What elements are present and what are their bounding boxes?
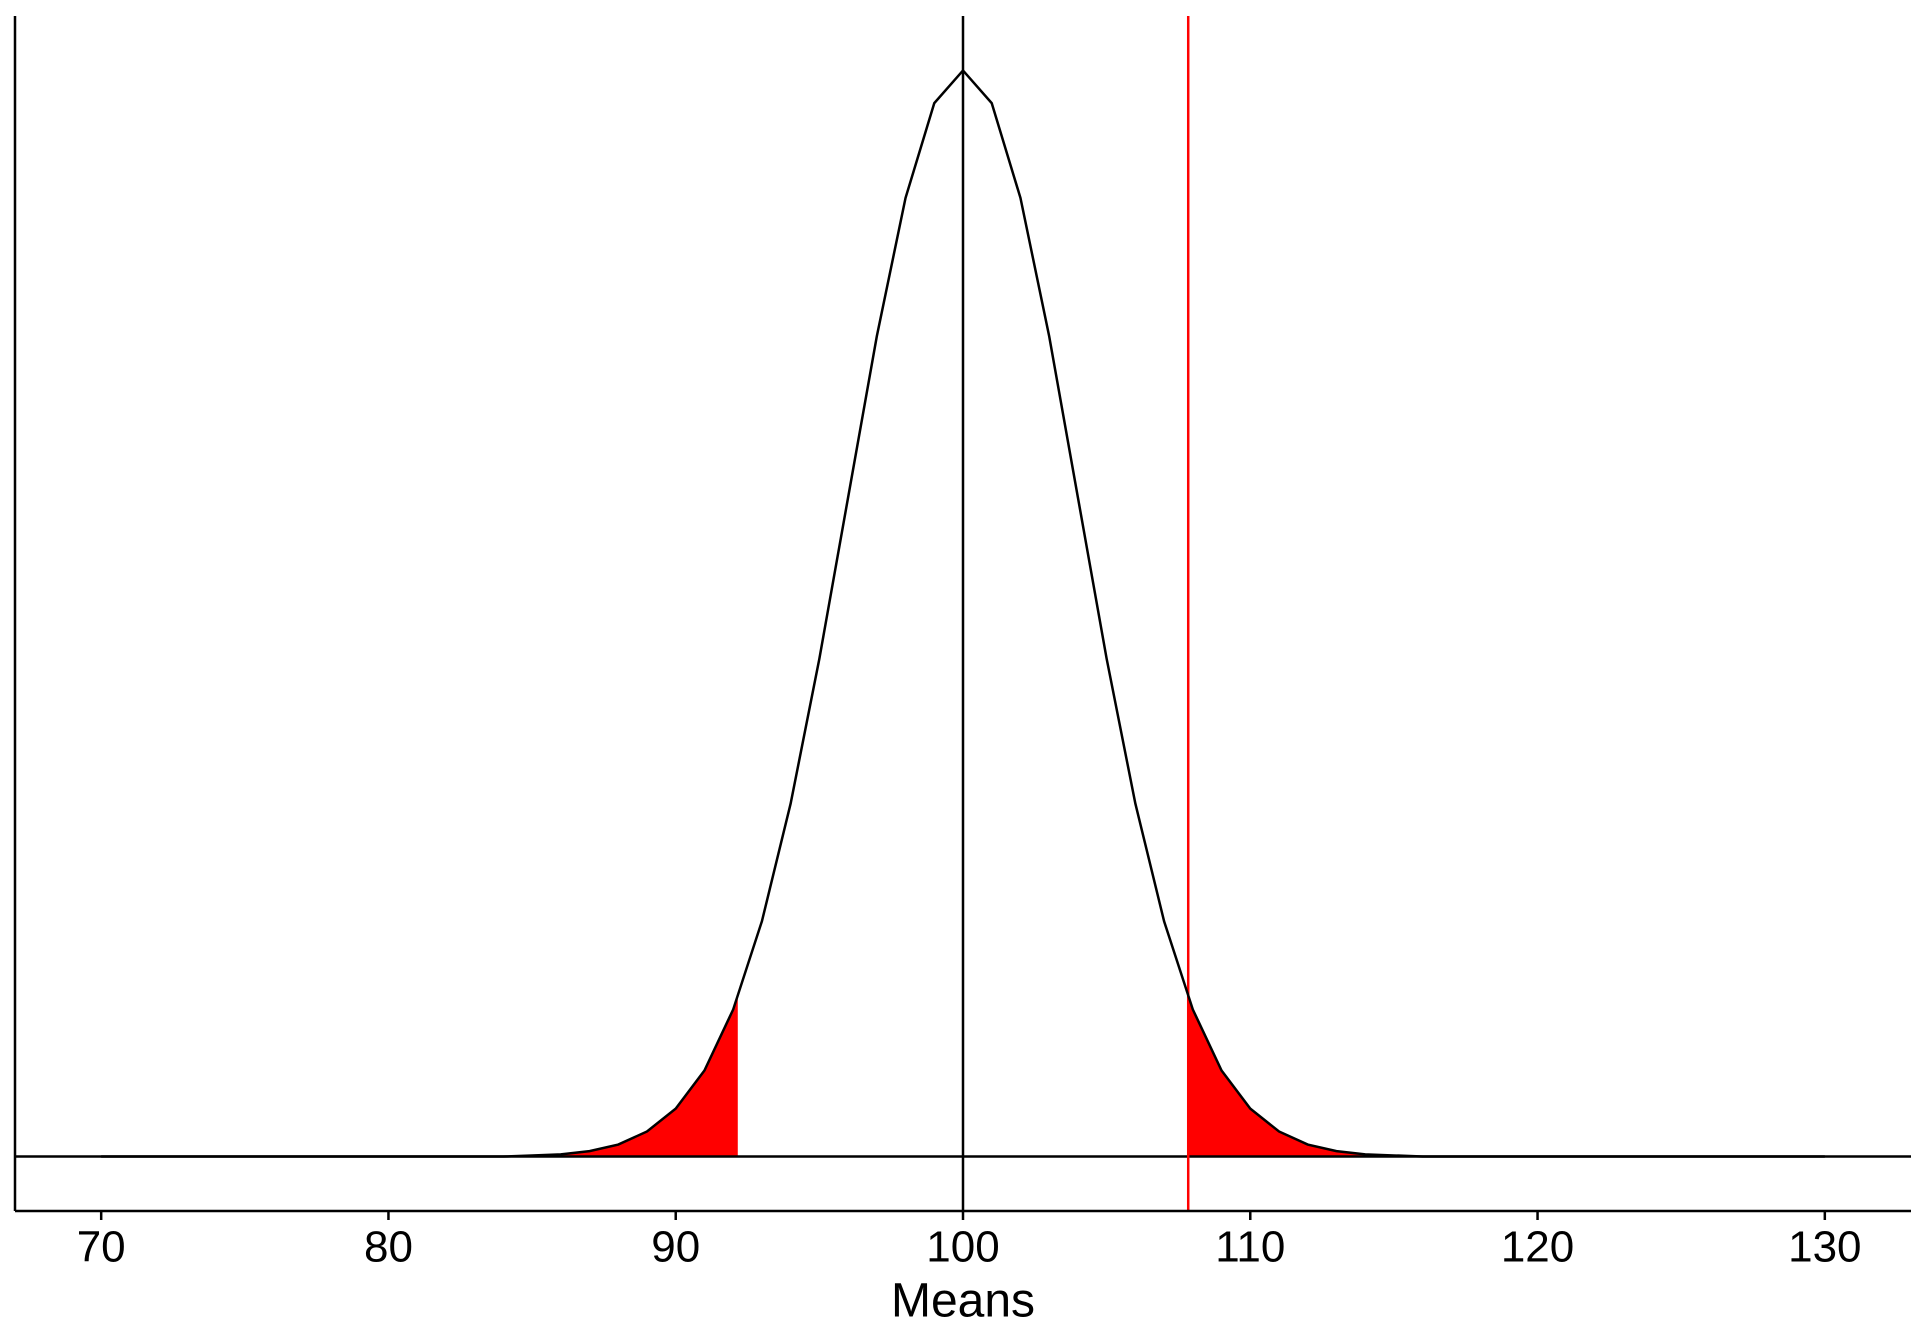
x-tick-label: 100 (926, 1223, 999, 1272)
x-tick-label: 80 (364, 1223, 413, 1272)
x-tick-label: 120 (1501, 1223, 1574, 1272)
x-tick-label: 110 (1215, 1223, 1285, 1272)
x-tick-label: 90 (651, 1223, 700, 1272)
shaded-tail (1188, 995, 1825, 1157)
shaded-tail (101, 995, 738, 1157)
x-tick-label: 70 (77, 1223, 126, 1272)
x-tick-label: 130 (1788, 1223, 1861, 1272)
x-axis-title: Means (891, 1275, 1035, 1328)
density-curve (101, 68, 1825, 1158)
